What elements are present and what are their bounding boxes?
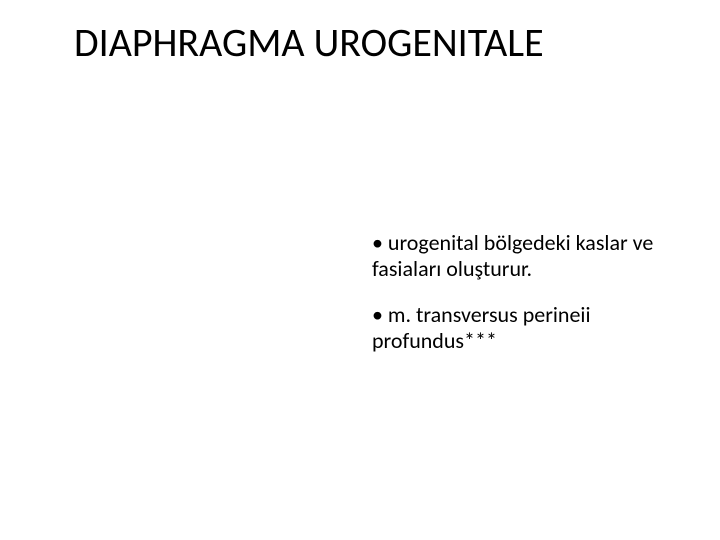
bullet-item: • m. transversus perineii profundus*** [372, 302, 672, 354]
bullet-item: • urogenital bölgedeki kaslar ve fasiala… [372, 230, 672, 282]
slide-title: DIAPHRAGMA UROGENITALE [74, 18, 544, 67]
slide: DIAPHRAGMA UROGENITALE • urogenital bölg… [0, 0, 720, 540]
slide-body: • urogenital bölgedeki kaslar ve fasiala… [372, 230, 672, 374]
